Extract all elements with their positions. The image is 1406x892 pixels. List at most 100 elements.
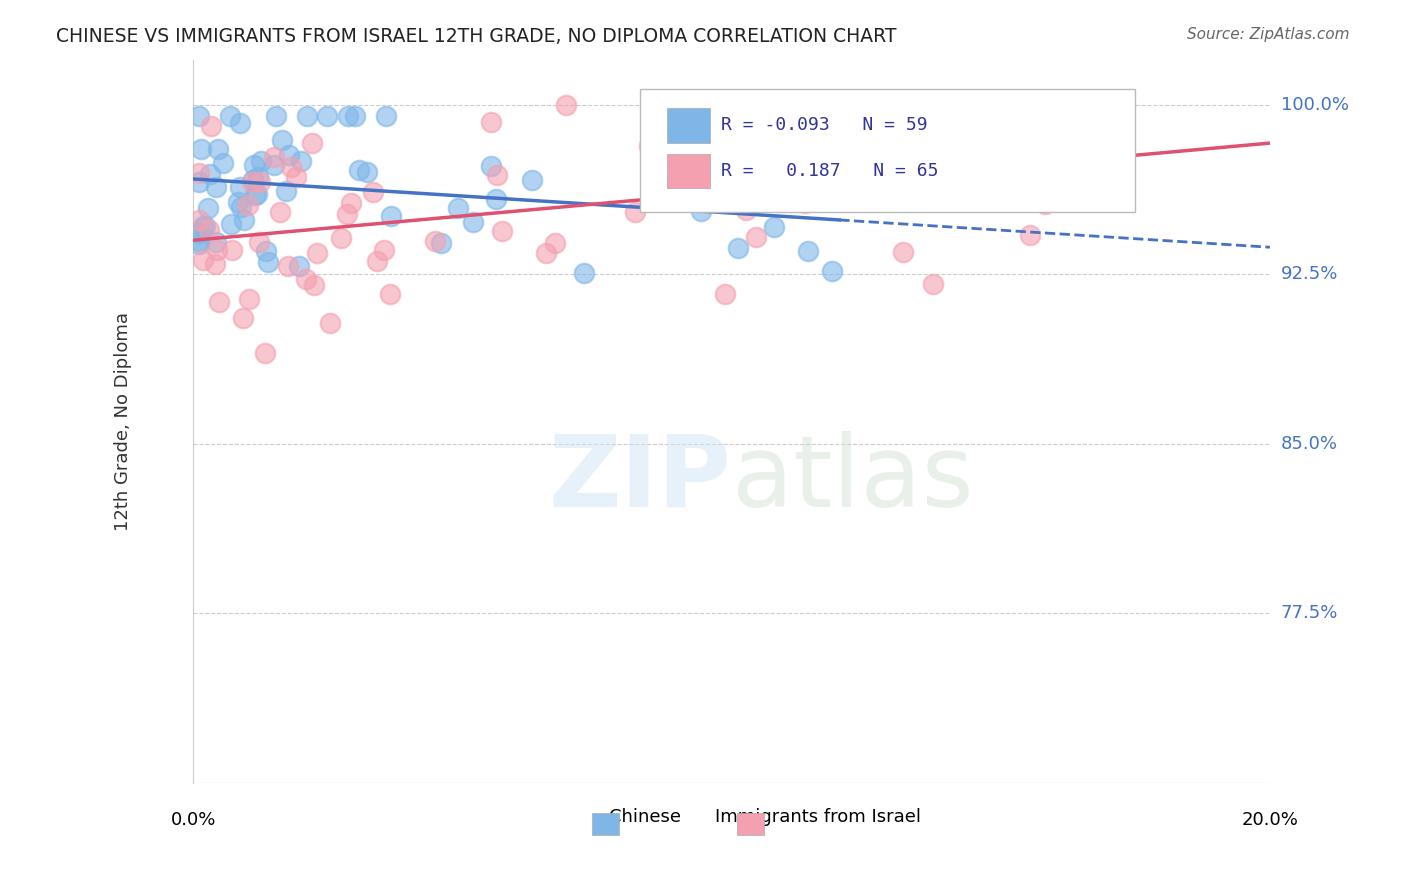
Point (339, 196, 361, 211)
Point (689, 204, 711, 219)
Point (204, 235, 226, 250)
FancyBboxPatch shape (592, 814, 619, 835)
Point (831, 129, 853, 144)
Point (447, 201, 470, 215)
Point (219, 217, 242, 231)
Point (274, 184, 297, 198)
Text: 100.0%: 100.0% (1281, 95, 1348, 114)
Point (820, 189, 842, 203)
Point (250, 153, 273, 168)
Point (290, 153, 312, 168)
Point (229, 179, 252, 194)
Point (572, 266, 595, 280)
Point (375, 109, 398, 123)
Text: CHINESE VS IMMIGRANTS FROM ISRAEL 12TH GRADE, NO DIPLOMA CORRELATION CHART: CHINESE VS IMMIGRANTS FROM ISRAEL 12TH G… (56, 27, 897, 45)
Point (485, 169, 508, 183)
Text: Immigrants from Israel: Immigrants from Israel (714, 808, 921, 826)
Point (263, 158, 285, 172)
Point (204, 257, 226, 271)
Point (423, 235, 446, 249)
FancyBboxPatch shape (737, 814, 763, 835)
Point (1026, 128, 1049, 143)
Point (284, 169, 307, 184)
Point (520, 173, 543, 187)
Text: atlas: atlas (731, 431, 973, 528)
Point (343, 109, 366, 123)
Point (188, 227, 211, 241)
Text: 12th Grade, No Diploma: 12th Grade, No Diploma (114, 312, 132, 531)
Point (907, 112, 929, 127)
Point (198, 223, 221, 237)
Point (245, 188, 267, 202)
Point (638, 139, 661, 153)
Point (1053, 166, 1076, 180)
Text: Chinese: Chinese (609, 808, 682, 826)
Point (205, 243, 228, 257)
Point (554, 97, 576, 112)
Point (479, 160, 502, 174)
Point (430, 236, 453, 251)
Point (198, 167, 221, 181)
Text: R =   0.187   N = 65: R = 0.187 N = 65 (721, 162, 938, 180)
Point (1033, 197, 1056, 211)
Point (193, 252, 215, 267)
Point (378, 287, 401, 301)
FancyBboxPatch shape (640, 88, 1135, 211)
Point (891, 245, 914, 260)
Point (302, 278, 325, 293)
Point (725, 166, 748, 180)
Point (727, 240, 749, 254)
Point (205, 180, 228, 194)
Point (243, 158, 266, 172)
Point (242, 173, 264, 187)
Point (264, 109, 287, 123)
Point (197, 201, 219, 215)
Point (247, 235, 270, 249)
Point (191, 219, 214, 233)
Point (246, 187, 269, 202)
Point (232, 310, 254, 325)
Point (356, 164, 378, 178)
Point (794, 196, 817, 211)
Point (232, 212, 254, 227)
Text: R = -0.093   N = 59: R = -0.093 N = 59 (721, 116, 928, 134)
Point (187, 237, 209, 252)
Text: ZIP: ZIP (548, 431, 731, 528)
Point (796, 244, 818, 258)
Text: Source: ZipAtlas.com: Source: ZipAtlas.com (1187, 27, 1350, 42)
Point (837, 97, 859, 112)
Point (208, 295, 231, 310)
Point (294, 272, 316, 286)
FancyBboxPatch shape (666, 108, 710, 143)
Point (288, 259, 311, 273)
Point (305, 246, 328, 260)
Point (491, 224, 513, 238)
Point (485, 192, 508, 206)
Text: 85.0%: 85.0% (1281, 435, 1337, 453)
Point (187, 213, 209, 227)
Point (980, 111, 1002, 125)
Text: 0.0%: 0.0% (170, 811, 217, 829)
Point (277, 259, 299, 273)
Point (336, 207, 359, 221)
Point (229, 200, 252, 214)
Point (247, 169, 270, 184)
Point (200, 119, 222, 133)
Point (207, 141, 229, 155)
Point (330, 231, 353, 245)
Point (319, 316, 342, 330)
Point (188, 109, 211, 123)
Point (254, 244, 277, 258)
Point (226, 194, 249, 209)
Point (271, 132, 294, 146)
Point (187, 235, 209, 249)
Point (187, 175, 209, 189)
Point (380, 209, 402, 223)
Point (860, 97, 883, 112)
Point (1076, 97, 1098, 112)
Point (269, 205, 291, 219)
Point (277, 148, 299, 162)
Point (887, 148, 910, 162)
Text: 92.5%: 92.5% (1281, 265, 1339, 284)
Point (280, 160, 302, 174)
